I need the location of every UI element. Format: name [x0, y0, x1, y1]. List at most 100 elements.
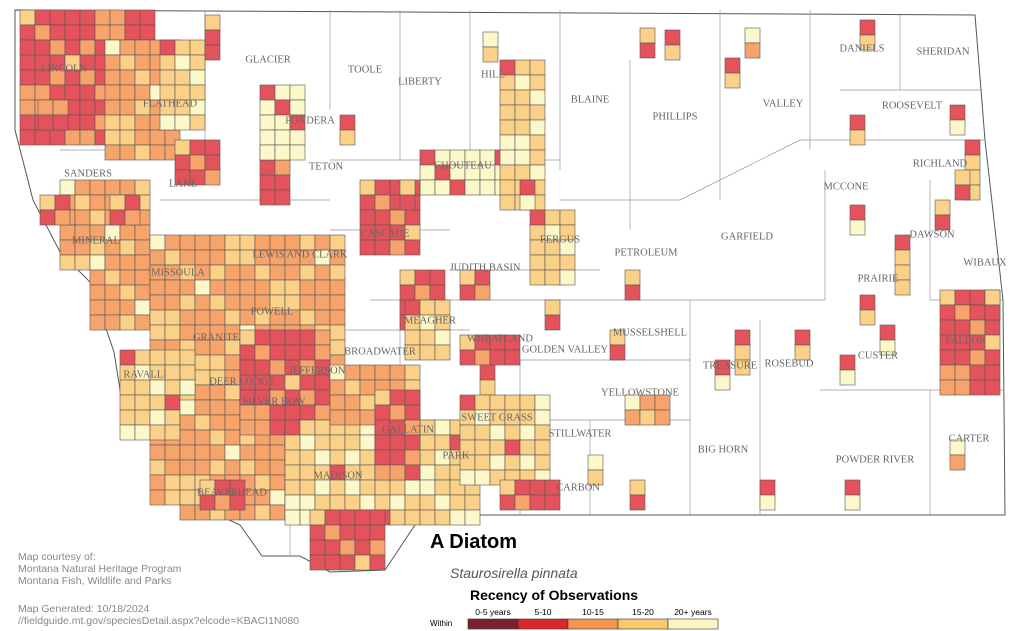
grid-cell — [314, 449, 331, 466]
grid-cell — [879, 339, 896, 356]
grid-cell — [39, 209, 56, 226]
grid-cell — [459, 349, 476, 366]
grid-cell — [134, 39, 151, 56]
grid-cell — [104, 254, 121, 271]
county-label: MCCONE — [824, 181, 869, 192]
grid-cell — [954, 184, 971, 201]
grid-cell — [969, 349, 986, 366]
generated-date: Map Generated: 10/18/2024 — [18, 603, 150, 615]
grid-cell — [434, 419, 451, 436]
grid-cell — [259, 114, 276, 131]
grid-cell — [124, 24, 141, 41]
grid-cell — [134, 54, 151, 71]
grid-cell — [189, 114, 206, 131]
grid-cell — [79, 114, 96, 131]
grid-cell — [104, 314, 121, 331]
grid-cell — [374, 389, 391, 406]
legend-label: 10-15 — [582, 607, 604, 617]
grid-cell — [139, 9, 156, 26]
grid-cell — [124, 194, 141, 211]
grid-cell — [254, 264, 271, 281]
grid-cell — [324, 509, 341, 526]
grid-cell — [529, 119, 546, 136]
county-label: CARTER — [949, 433, 990, 444]
grid-cell — [359, 209, 376, 226]
grid-cell — [359, 494, 376, 511]
grid-cell — [504, 454, 521, 471]
grid-cell — [404, 434, 421, 451]
grid-cell — [89, 209, 106, 226]
grid-cell — [174, 139, 191, 156]
grid-cell — [934, 214, 951, 231]
grid-cell — [209, 279, 226, 296]
grid-cell — [969, 379, 986, 396]
grid-cell — [414, 269, 431, 286]
grid-cell — [309, 539, 326, 556]
grid-cell — [54, 209, 71, 226]
grid-cell — [474, 469, 491, 486]
grid-cell — [744, 42, 761, 59]
grid-cell — [514, 59, 531, 76]
county-label: PETROLEUM — [615, 247, 679, 258]
grid-cell — [514, 89, 531, 106]
grid-cell — [389, 239, 406, 256]
grid-cell — [299, 264, 316, 281]
grid-cell — [314, 344, 331, 361]
county-label: WIBAUX — [963, 257, 1007, 268]
grid-cell — [49, 24, 66, 41]
county-label: GRANITE — [193, 332, 239, 343]
grid-cell — [209, 444, 226, 461]
grid-cell — [419, 179, 436, 196]
grid-cell — [119, 254, 136, 271]
grid-cell — [359, 394, 376, 411]
grid-cell — [374, 404, 391, 421]
grid-cell — [119, 314, 136, 331]
grid-cell — [104, 179, 121, 196]
grid-cell — [324, 539, 341, 556]
grid-cell — [559, 254, 576, 271]
grid-cell — [254, 419, 271, 436]
grid-cell — [404, 239, 421, 256]
grid-cell — [119, 409, 136, 426]
grid-cell — [419, 449, 436, 466]
grid-cell — [274, 174, 291, 191]
grid-cell — [134, 424, 151, 441]
grid-cell — [224, 414, 241, 431]
grid-cell — [664, 29, 681, 46]
grid-cell — [434, 494, 451, 511]
county-label: BIG HORN — [698, 444, 749, 455]
grid-cell — [34, 24, 51, 41]
grid-cell — [329, 264, 346, 281]
county-label: FLATHEAD — [143, 98, 198, 109]
grid-cell — [309, 524, 326, 541]
grid-cell — [119, 99, 136, 116]
grid-cell — [269, 279, 286, 296]
grid-cell — [344, 409, 361, 426]
grid-cell — [519, 454, 536, 471]
grid-cell — [284, 449, 301, 466]
grid-cell — [314, 279, 331, 296]
grid-cell — [89, 314, 106, 331]
grid-cell — [274, 159, 291, 176]
grid-cell — [119, 39, 136, 56]
legend-within: Within — [430, 619, 452, 628]
grid-cell — [329, 324, 346, 341]
grid-cell — [79, 9, 96, 26]
grid-cell — [859, 19, 876, 36]
grid-cell — [49, 129, 66, 146]
grid-cell — [189, 154, 206, 171]
grid-cell — [104, 54, 121, 71]
county-label: BLAINE — [571, 94, 610, 105]
grid-cell — [134, 144, 151, 161]
grid-cell — [309, 554, 326, 571]
county-label: FERGUS — [540, 234, 580, 245]
grid-cell — [329, 294, 346, 311]
grid-cell — [474, 394, 491, 411]
grid-cell — [529, 149, 546, 166]
grid-cell — [149, 409, 166, 426]
grid-cell — [89, 269, 106, 286]
grid-cell — [374, 364, 391, 381]
grid-cell — [434, 464, 451, 481]
grid-cell — [374, 209, 391, 226]
grid-cell — [434, 344, 451, 361]
